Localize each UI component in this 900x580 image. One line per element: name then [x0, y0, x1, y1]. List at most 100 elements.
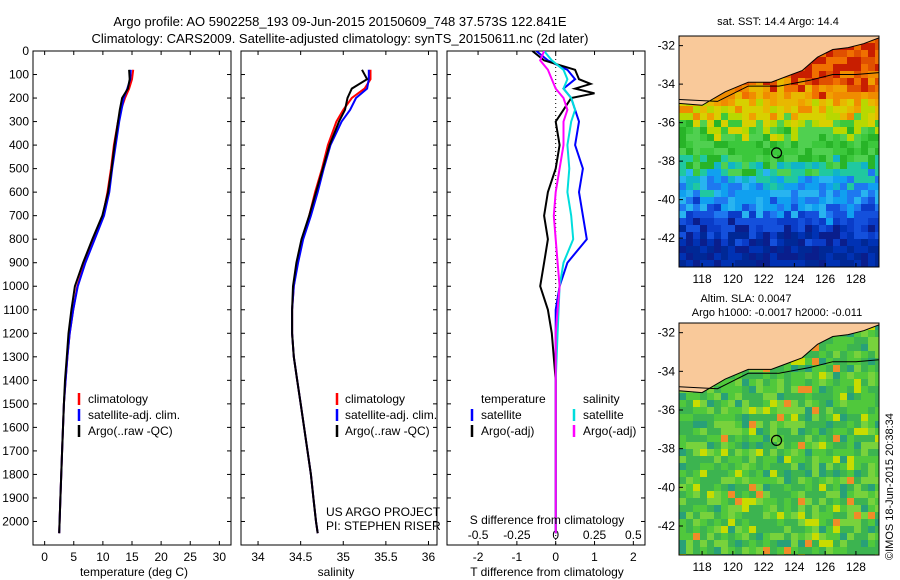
map-cell [840, 365, 847, 372]
map-cell [826, 449, 833, 456]
map-cell [798, 393, 805, 400]
map-cell [693, 218, 700, 225]
map-cell [875, 71, 879, 78]
map-cell [700, 547, 707, 554]
map-cell [833, 232, 840, 239]
map-cell [875, 428, 879, 435]
map-cell [868, 414, 875, 421]
map-cell [868, 540, 875, 547]
map-cell [721, 484, 728, 491]
map-cell [721, 435, 728, 442]
map-cell [700, 407, 707, 414]
map-cell [700, 400, 707, 407]
map-cell [742, 484, 749, 491]
y-tick-label: 200 [9, 91, 29, 105]
map-cell [812, 526, 819, 533]
map-cell [693, 526, 700, 533]
map-cell [721, 498, 728, 505]
map-cell [854, 120, 861, 127]
map-cell [721, 253, 728, 260]
y-tick-label: 1100 [3, 303, 29, 317]
map-cell [749, 512, 756, 519]
map-cell [826, 162, 833, 169]
map-cell [861, 414, 868, 421]
map-cell [679, 155, 686, 162]
map-cell [805, 78, 812, 85]
map-cell [777, 113, 784, 120]
map-cell [735, 421, 742, 428]
map-cell [742, 134, 749, 141]
map-cell [798, 526, 805, 533]
map-cell [826, 519, 833, 526]
panel-frame [32, 50, 232, 546]
map-cell [777, 99, 784, 106]
map-cell [777, 190, 784, 197]
map-cell [826, 232, 833, 239]
map-cell [784, 491, 791, 498]
map-cell [840, 64, 847, 71]
y-tick-label: -38 [658, 154, 676, 168]
map-cell [819, 358, 826, 365]
legend-s-argo: Argo(-adj) [583, 424, 636, 438]
map-cell [826, 134, 833, 141]
map-cell [791, 183, 798, 190]
map-cell [784, 162, 791, 169]
map-cell [833, 449, 840, 456]
map-cell [735, 113, 742, 120]
map-cell [714, 428, 721, 435]
map-cell [735, 85, 742, 92]
map-cell [875, 204, 879, 211]
map-cell [728, 106, 735, 113]
map-cell [826, 99, 833, 106]
map-cell [805, 225, 812, 232]
map-cell [700, 141, 707, 148]
map-cell [840, 435, 847, 442]
map-cell [693, 491, 700, 498]
map-cell [784, 428, 791, 435]
map-cell [805, 134, 812, 141]
map-cell [847, 442, 854, 449]
map-cell [868, 85, 875, 92]
map-cell [756, 526, 763, 533]
map-cell [714, 253, 721, 260]
map-cell [763, 519, 770, 526]
map-cell [770, 92, 777, 99]
map-cell [840, 456, 847, 463]
map-cell [770, 379, 777, 386]
map-cell [840, 477, 847, 484]
map-cell [868, 456, 875, 463]
map-cell [861, 260, 868, 267]
map-cell [854, 239, 861, 246]
map-cell [819, 505, 826, 512]
map-cell [679, 428, 686, 435]
map-cell [714, 204, 721, 211]
map-cell [700, 232, 707, 239]
map-cell [798, 372, 805, 379]
map-cell [686, 505, 693, 512]
map-cell [749, 92, 756, 99]
map-cell [798, 141, 805, 148]
map-cell [847, 78, 854, 85]
map-cell [875, 155, 879, 162]
map-cell [861, 386, 868, 393]
map-cell [847, 197, 854, 204]
map-cell [728, 428, 735, 435]
map-cell [833, 106, 840, 113]
map-cell [861, 85, 868, 92]
map-cell [749, 232, 756, 239]
map-cell [805, 463, 812, 470]
map-cell [714, 176, 721, 183]
map-cell [756, 435, 763, 442]
x-tick-label: 25 [184, 550, 198, 564]
map-cell [847, 407, 854, 414]
map-cell [805, 92, 812, 99]
map-cell [700, 470, 707, 477]
map-cell [833, 225, 840, 232]
map-cell [714, 141, 721, 148]
map-cell [679, 449, 686, 456]
map-cell [686, 484, 693, 491]
series-line [531, 51, 595, 534]
map-cell [707, 386, 714, 393]
map-cell [777, 183, 784, 190]
map-cell [756, 211, 763, 218]
